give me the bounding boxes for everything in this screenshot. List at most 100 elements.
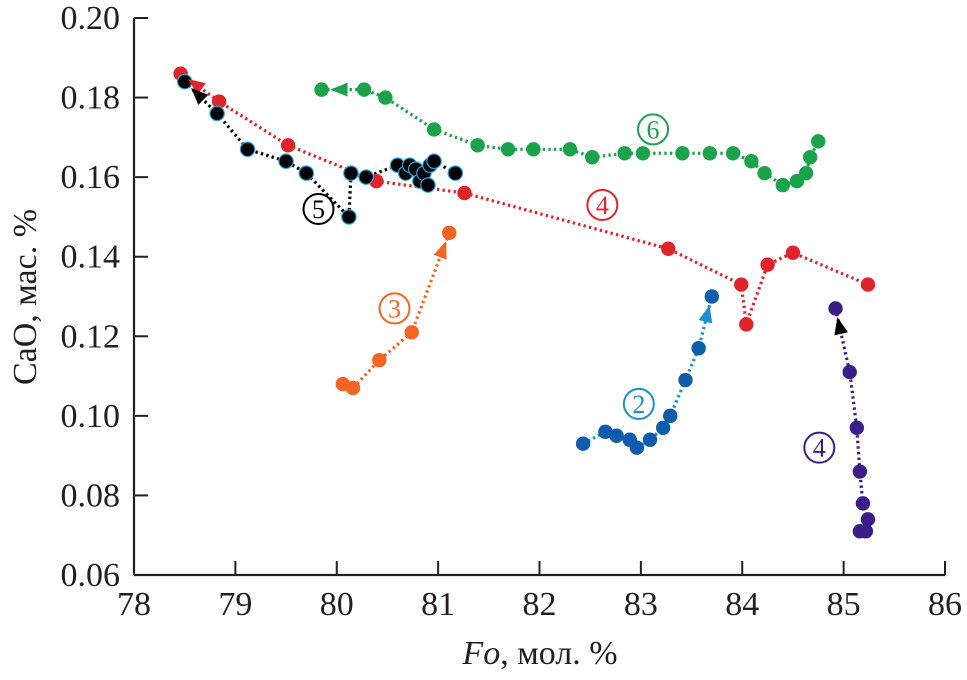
series-6-0-label-circle bbox=[637, 113, 670, 146]
series-4-5-point bbox=[852, 464, 868, 479]
series-4-1-label: 4 bbox=[596, 191, 609, 220]
series-5-2-label: 5 bbox=[312, 195, 325, 224]
series-3-3-label: 3 bbox=[388, 294, 401, 323]
series-4-1-point bbox=[280, 138, 296, 153]
series-5-2-point bbox=[420, 177, 436, 193]
x-tick-label: 81 bbox=[421, 586, 455, 623]
series-5-2-point bbox=[447, 165, 464, 181]
series-3-3-point bbox=[372, 352, 387, 368]
series-6-0-point bbox=[744, 154, 759, 169]
series-2-4-point bbox=[655, 420, 671, 435]
series-2-4-point bbox=[609, 428, 624, 443]
series-6-0-point bbox=[635, 146, 651, 161]
series-2-4-point bbox=[598, 424, 613, 439]
series-5-2-point bbox=[209, 105, 225, 122]
series-6-0-point bbox=[702, 146, 718, 161]
series-6-0-point bbox=[356, 82, 372, 97]
series-4-5-point bbox=[828, 301, 843, 316]
y-tick-label: 0.06 bbox=[61, 557, 121, 594]
series-6-0-label: 6 bbox=[647, 115, 660, 144]
series-6-0-point bbox=[725, 146, 741, 161]
series-points bbox=[173, 66, 876, 539]
y-tick-label: 0.18 bbox=[61, 80, 121, 117]
series-6-0-point bbox=[617, 146, 632, 161]
series-6-0-point bbox=[798, 165, 814, 181]
x-axis-title-italic: Fo bbox=[461, 635, 500, 672]
series-4-1-label-circle bbox=[586, 188, 619, 221]
series-6-0-point bbox=[526, 142, 541, 157]
y-axis-title: CaO, мас. % bbox=[7, 209, 44, 385]
series-4-1-point bbox=[211, 94, 227, 109]
series-6-0-point bbox=[314, 82, 329, 97]
series-5-2-point bbox=[358, 169, 374, 185]
series-3-3-label-circle bbox=[378, 292, 411, 325]
series-2-4-point bbox=[629, 440, 645, 455]
series-6-0-point bbox=[500, 142, 516, 157]
series-4-1-point bbox=[739, 317, 754, 332]
series-4-1-point bbox=[860, 277, 876, 292]
series-4-5-point bbox=[858, 524, 874, 539]
series-2-4-label: 2 bbox=[632, 390, 645, 419]
series-6-0-point bbox=[675, 146, 690, 161]
x-tick-label: 83 bbox=[624, 586, 658, 623]
series-labels: 6 4 5 3 2 4 bbox=[302, 113, 836, 464]
series-4-1-point bbox=[760, 257, 775, 272]
x-tick-label: 86 bbox=[928, 586, 962, 623]
series-4-1-arrow bbox=[187, 78, 206, 95]
y-tick-label: 0.14 bbox=[61, 239, 121, 276]
series-3-3-point bbox=[345, 380, 361, 396]
x-axis-title-rest: , мол. % bbox=[500, 635, 617, 672]
x-tick-label: 84 bbox=[725, 586, 759, 623]
series-arrows bbox=[187, 78, 849, 336]
series-2-4-line bbox=[582, 296, 714, 450]
x-tick-label: 85 bbox=[827, 586, 861, 623]
series-4-5-label-circle bbox=[803, 431, 836, 464]
series-4-5-point bbox=[849, 420, 865, 435]
series-5-2-arrow bbox=[191, 87, 209, 105]
x-tick-label: 79 bbox=[218, 586, 252, 623]
series-3-3-point bbox=[442, 225, 457, 241]
series-5-2-label-circle bbox=[302, 192, 335, 225]
series-6-0-point bbox=[426, 122, 442, 137]
series-5-2-point bbox=[343, 165, 359, 181]
series-2-4-label-circle bbox=[622, 387, 655, 420]
axes: 0.06 0.08 0.10 0.12 0.14 0.16 0.18 0.20 78 79 80 81… bbox=[61, 0, 963, 623]
series-2-4-point bbox=[642, 432, 658, 447]
y-tick-label: 0.12 bbox=[61, 318, 121, 355]
series-3-3-point bbox=[404, 325, 419, 340]
series-5-2-point bbox=[341, 209, 357, 225]
series-6-0-arrow bbox=[330, 82, 348, 97]
series-6-0-point bbox=[585, 150, 600, 165]
series-2-4-point bbox=[575, 436, 591, 451]
series-2-4-point bbox=[663, 408, 678, 424]
x-tick-label: 80 bbox=[320, 586, 354, 623]
y-tick-label: 0.16 bbox=[61, 159, 121, 196]
series-6-0-point bbox=[811, 134, 826, 149]
series-2-4-point bbox=[678, 372, 693, 388]
series-2-4-point bbox=[704, 289, 720, 304]
series-2-4-point bbox=[691, 341, 706, 356]
x-axis-title: Fo, мол. % bbox=[461, 635, 617, 672]
x-tick-label: 82 bbox=[523, 586, 557, 623]
series-4-1-line bbox=[179, 72, 869, 325]
series-3-3-arrow bbox=[433, 241, 447, 260]
y-tick-label: 0.08 bbox=[61, 477, 121, 514]
x-tick-label: 78 bbox=[117, 586, 151, 623]
y-tick-label: 0.10 bbox=[61, 398, 121, 435]
series-4-5-point bbox=[855, 496, 871, 511]
series-5-2-point bbox=[298, 165, 315, 181]
series-6-0-point bbox=[470, 138, 485, 153]
series-4-5-label: 4 bbox=[813, 434, 826, 463]
series-4-5-arrow bbox=[834, 317, 849, 336]
series-5-2-point bbox=[426, 153, 442, 170]
series-4-1-point bbox=[734, 277, 749, 292]
series-4-1-point bbox=[457, 185, 472, 201]
series-2-4-arrow bbox=[698, 305, 713, 324]
series-5-2-point bbox=[239, 141, 256, 158]
series-6-0-point bbox=[757, 165, 772, 181]
series-6-0-point bbox=[775, 177, 790, 193]
series-6-0-point bbox=[802, 150, 818, 165]
series-4-1-point bbox=[785, 245, 801, 260]
series-6-0-point bbox=[562, 142, 578, 157]
